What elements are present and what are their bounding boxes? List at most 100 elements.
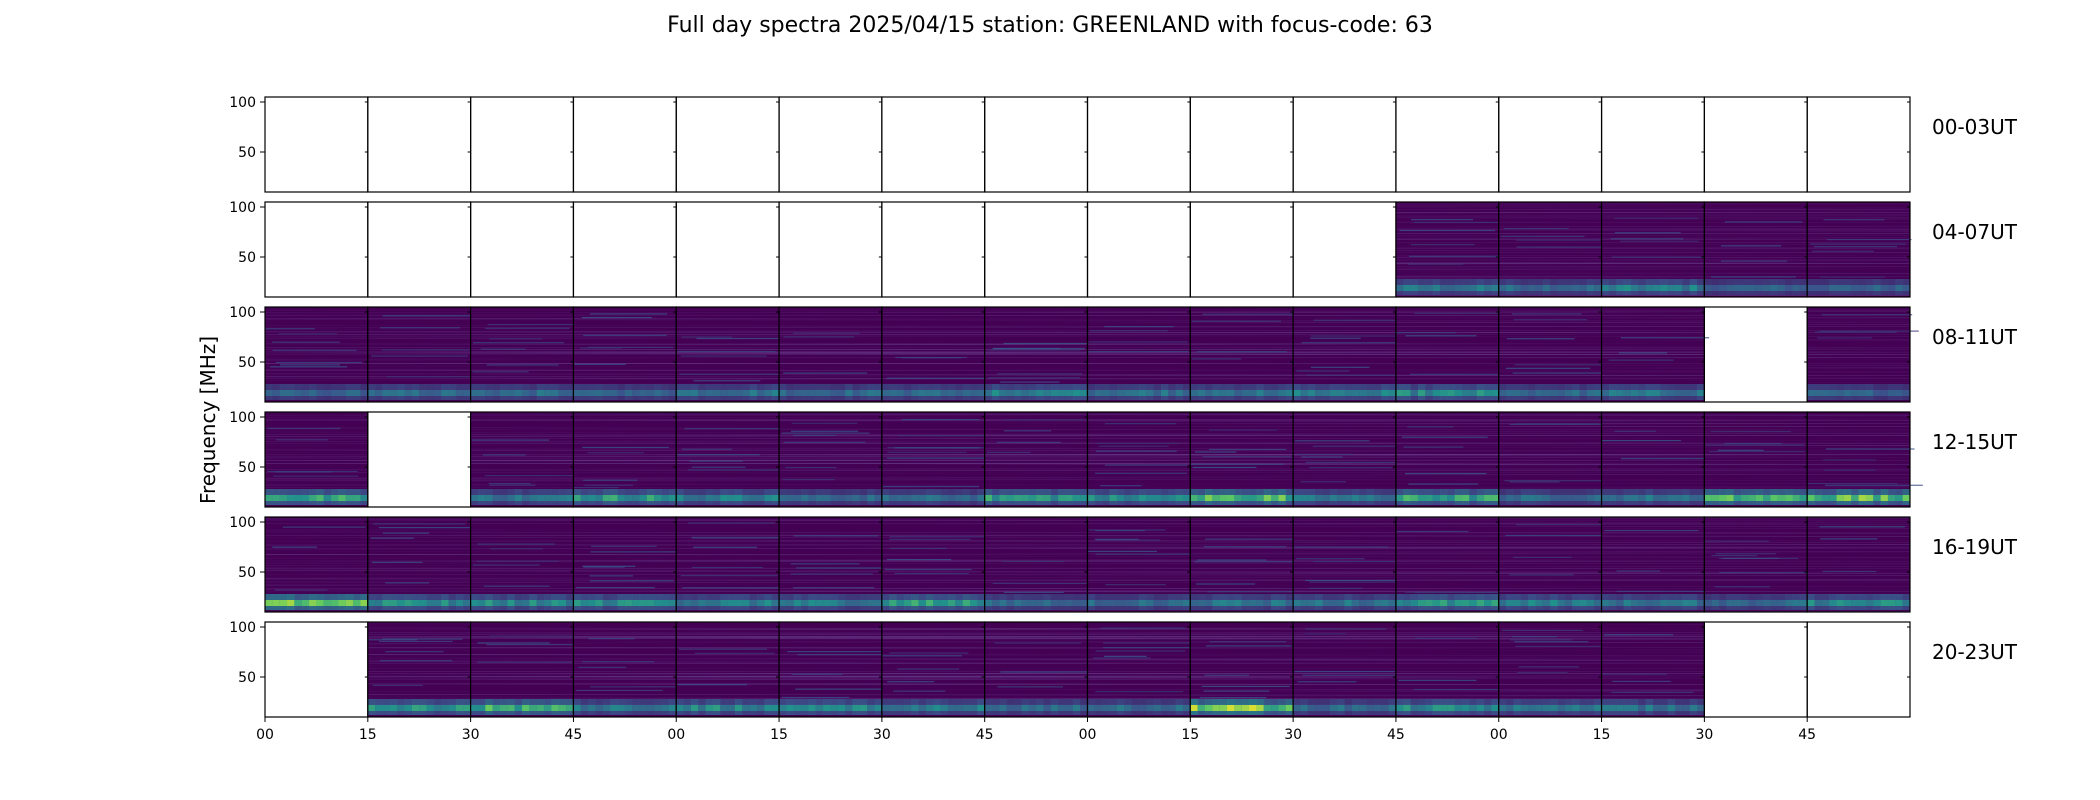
band-core [786, 705, 795, 711]
band-core [1667, 390, 1676, 396]
band-core [1807, 390, 1816, 396]
interference-line [693, 546, 758, 548]
interference-line [1103, 655, 1147, 657]
interference-line [882, 655, 962, 657]
interference-line [270, 366, 348, 368]
band-core [1293, 600, 1301, 606]
band-core [1697, 705, 1705, 711]
band-core [1263, 705, 1272, 711]
spectrum-panel [1189, 621, 1294, 718]
panel-frame [1806, 411, 1911, 508]
band-core [661, 600, 670, 606]
band-core [1329, 600, 1338, 606]
band-core [837, 390, 846, 396]
band-core [470, 600, 479, 606]
band-core [1785, 285, 1793, 291]
band-core [874, 495, 883, 501]
spectrum-panel [1292, 621, 1403, 718]
band-core [1843, 600, 1852, 606]
band-core [617, 600, 626, 606]
band-core [1197, 495, 1206, 501]
band-core [1094, 705, 1103, 711]
band-core [1506, 285, 1514, 291]
interference-line [1514, 641, 1589, 643]
band-core [595, 495, 604, 501]
interference-line [1505, 534, 1607, 537]
interference-line [1301, 456, 1343, 458]
interference-line [1194, 451, 1237, 453]
band-core [1058, 600, 1066, 606]
band-core [676, 390, 685, 396]
band-core [859, 600, 868, 606]
spectrum-panel [1395, 516, 1508, 613]
band-core [1608, 285, 1617, 291]
band-core [360, 600, 369, 606]
band-core [1836, 495, 1845, 501]
interference-line [1304, 633, 1347, 635]
band-core [1748, 285, 1757, 291]
band-core [881, 495, 890, 501]
band-core [382, 600, 391, 606]
band-core [338, 390, 347, 396]
band-core [1138, 495, 1147, 501]
band-core [1219, 600, 1228, 606]
band-core [1462, 285, 1470, 291]
band-core [1608, 390, 1617, 396]
panel-frame [264, 96, 369, 193]
band-core [1190, 390, 1199, 396]
band-core [1366, 705, 1375, 711]
band-core [602, 705, 611, 711]
x-tick-label: 00 [1490, 727, 1508, 743]
band-core [1682, 705, 1691, 711]
band-core [984, 390, 993, 396]
panel-frame [264, 621, 369, 718]
band-core [316, 495, 325, 501]
band-core [1469, 705, 1478, 711]
band-core [977, 495, 986, 501]
spectrum-panel [881, 201, 986, 298]
y-tick-label: 100 [229, 515, 256, 531]
band-core [1579, 285, 1588, 291]
band-core [823, 600, 831, 606]
band-core [309, 495, 317, 501]
interference-line [1610, 238, 1684, 240]
interference-line [793, 587, 875, 589]
spectrum-panel [1189, 96, 1294, 193]
interference-line [1612, 680, 1671, 682]
interference-line [590, 545, 657, 547]
band-core [977, 600, 986, 606]
band-core [617, 495, 626, 501]
interference-line [1724, 442, 1782, 445]
panel-frame [470, 96, 575, 193]
interference-line [1004, 419, 1085, 421]
y-tick-label: 100 [229, 95, 256, 111]
interference-line [1603, 634, 1674, 636]
band-core [947, 705, 956, 711]
spectrum-panel [572, 201, 677, 298]
spectrum-panel [675, 201, 780, 298]
interference-line [583, 566, 625, 568]
interference-line [889, 547, 947, 550]
interference-line [1819, 526, 1905, 528]
band-core [683, 390, 692, 396]
band-core [1719, 600, 1727, 606]
band-core [742, 600, 751, 606]
interference-line [1720, 245, 1782, 247]
band-core [1190, 495, 1199, 501]
band-core [1579, 495, 1588, 501]
band-core [999, 600, 1008, 606]
band-core [602, 390, 611, 396]
band-core [1168, 495, 1177, 501]
band-core [1021, 390, 1030, 396]
interference-line [1506, 338, 1575, 340]
band-core [1623, 705, 1632, 711]
interference-line [1095, 472, 1188, 474]
band-core [1843, 390, 1852, 396]
band-core [1205, 600, 1213, 606]
band-core [455, 390, 464, 396]
band-core [492, 600, 501, 606]
band-core [1689, 390, 1698, 396]
band-core [793, 495, 802, 501]
band-core [1601, 495, 1610, 501]
band-core [397, 705, 406, 711]
